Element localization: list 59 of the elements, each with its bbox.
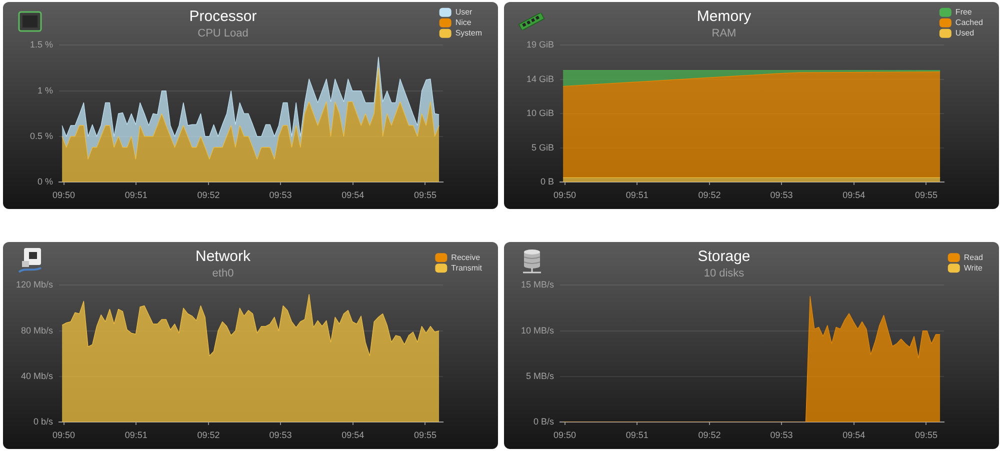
- x-tick-label: 09:55: [414, 190, 436, 200]
- y-tick-label: 10 GiB: [526, 108, 554, 118]
- x-tick-label: 09:52: [197, 430, 220, 440]
- x-tick-label: 09:54: [842, 430, 866, 440]
- x-tick-label: 09:53: [269, 190, 292, 200]
- x-tick-label: 09:53: [269, 430, 292, 440]
- x-tick-label: 09:50: [52, 190, 76, 200]
- legend-label: User: [455, 8, 473, 17]
- x-tick-label: 09:51: [626, 190, 648, 200]
- y-tick-label: 1.5 %: [30, 40, 53, 50]
- chart-subtitle: CPU Load: [198, 28, 248, 40]
- chart-subtitle: RAM: [712, 28, 736, 40]
- y-tick-label: 40 Mb/s: [20, 370, 54, 381]
- x-tick-label: 09:53: [770, 190, 793, 200]
- legend-label: Read: [964, 252, 983, 262]
- x-tick-label: 09:54: [342, 190, 364, 200]
- x-tick-label: 09:50: [52, 430, 76, 440]
- x-tick-label: 09:55: [914, 430, 938, 440]
- chart-title: Memory: [696, 8, 752, 26]
- x-tick-label: 09:54: [842, 190, 866, 200]
- legend-label: Nice: [455, 18, 472, 28]
- legend-label: Free: [955, 8, 972, 17]
- y-tick-label: 15 MB/s: [520, 280, 554, 290]
- x-tick-label: 09:55: [914, 190, 938, 200]
- x-tick-label: 09:51: [626, 430, 648, 440]
- x-tick-label: 09:50: [554, 190, 576, 200]
- x-tick-label: 09:55: [414, 430, 436, 440]
- y-tick-label: 5 MB/s: [526, 370, 554, 381]
- x-tick-label: 09:51: [124, 190, 148, 200]
- legend-label: Write: [964, 263, 983, 272]
- legend-label: Receive: [451, 252, 481, 262]
- y-tick-label: 14 GiB: [526, 74, 554, 84]
- y-tick-label: 0.5 %: [30, 130, 53, 141]
- chart-subtitle: 10 disks: [704, 268, 745, 280]
- y-tick-label: 0 B: [540, 176, 554, 186]
- chart-title: Storage: [698, 248, 750, 266]
- y-tick-label: 0 b/s: [33, 416, 54, 426]
- x-tick-label: 09:52: [197, 190, 220, 200]
- y-tick-label: 19 GiB: [526, 40, 554, 50]
- y-tick-label: 120 Mb/s: [16, 280, 54, 290]
- x-tick-label: 09:52: [698, 190, 721, 200]
- y-tick-label: 80 Mb/s: [20, 325, 54, 336]
- y-tick-label: 0 %: [37, 176, 53, 186]
- y-tick-label: 5 GiB: [531, 142, 554, 152]
- x-tick-label: 09:50: [554, 430, 576, 440]
- legend-label: System: [455, 28, 482, 38]
- legend-label: Used: [955, 28, 974, 38]
- chart-title: Processor: [189, 8, 257, 26]
- x-tick-label: 09:52: [698, 430, 721, 440]
- legend-label: Transmit: [451, 263, 483, 272]
- chart-title: Network: [195, 248, 252, 266]
- chart-subtitle: eth0: [212, 268, 234, 280]
- legend-label: Cached: [955, 18, 984, 28]
- x-tick-label: 09:51: [124, 430, 148, 440]
- x-tick-label: 09:53: [770, 430, 793, 440]
- y-tick-label: 1 %: [37, 85, 53, 96]
- x-tick-label: 09:54: [342, 430, 364, 440]
- y-tick-label: 0 B/s: [533, 416, 554, 426]
- y-tick-label: 10 MB/s: [520, 325, 554, 336]
